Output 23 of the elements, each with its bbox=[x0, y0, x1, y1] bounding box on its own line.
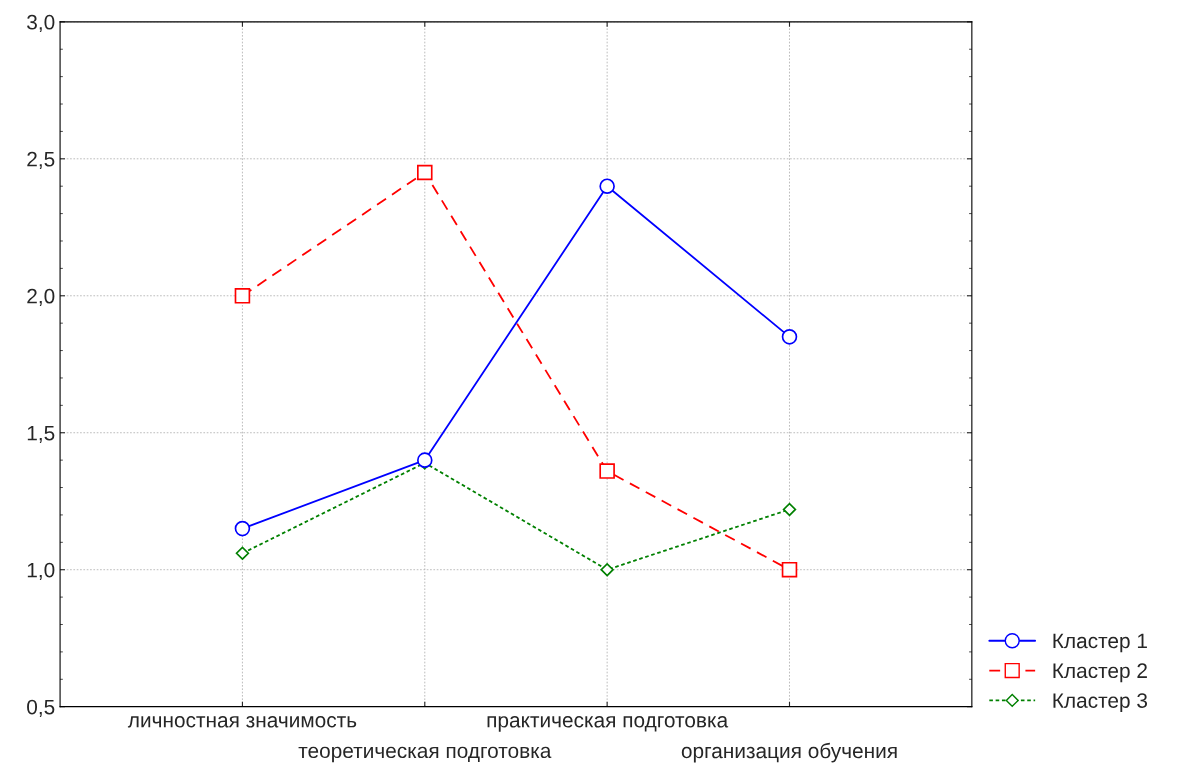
x-tick-label: личностная значимость bbox=[127, 716, 357, 728]
y-tick-label: 3,0 bbox=[27, 14, 55, 33]
y-tick-label: 1,0 bbox=[27, 562, 55, 580]
point bbox=[599, 463, 615, 479]
y-tick-label: 2,5 bbox=[27, 151, 55, 170]
legend-label: Кластер 1 bbox=[1053, 633, 1147, 653]
point bbox=[781, 329, 798, 345]
y-tick-label: 0,5 bbox=[27, 699, 55, 717]
legend-label: Кластер 2 bbox=[1053, 663, 1147, 683]
y-tick-label: 2,0 bbox=[27, 288, 55, 306]
x-tick-label: организация обучения bbox=[681, 742, 897, 763]
point bbox=[781, 561, 798, 578]
y-tick-label: 1,5 bbox=[27, 425, 55, 443]
x-tick-label: практическая подготовка bbox=[487, 716, 729, 732]
point bbox=[600, 562, 614, 577]
point bbox=[235, 546, 250, 561]
point bbox=[782, 502, 797, 517]
x-tick-label: теоретическая подготовка bbox=[298, 746, 552, 763]
point bbox=[417, 164, 433, 181]
legend-label: Кластер 3 bbox=[1053, 693, 1148, 713]
point bbox=[234, 520, 251, 537]
point bbox=[599, 178, 615, 194]
point bbox=[234, 287, 251, 304]
